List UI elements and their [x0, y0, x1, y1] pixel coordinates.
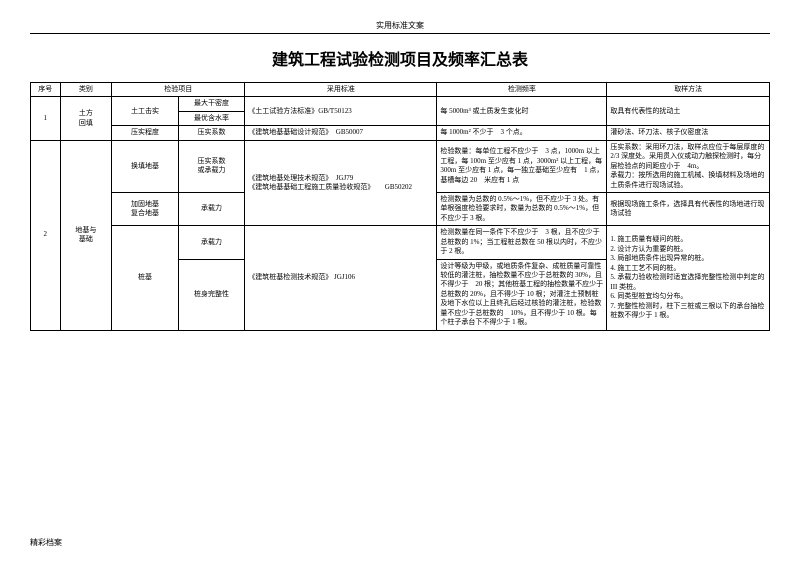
th-frequency: 检测频率	[437, 83, 607, 97]
cat-1: 土方回填	[60, 97, 112, 140]
freq-1b: 每 1000m² 不少于 3 个点。	[437, 126, 607, 140]
cat-2: 地基与基础	[60, 140, 112, 330]
page-title: 建筑工程试验检测项目及频率汇总表	[30, 46, 770, 70]
sub-2b: 承载力	[178, 192, 245, 225]
samp-1a: 取具有代表性的扰动土	[607, 97, 770, 126]
th-seq: 序号	[31, 83, 61, 97]
main-table: 序号 类别 检验项目 采用标准 检测频率 取样方法 1 土方回填 土工击实 最大…	[30, 82, 770, 331]
freq-2c2: 设计等级为甲级，或地质条件复杂、成桩质量可靠性较低的灌注桩，抽检数量不应少于总桩…	[437, 259, 607, 330]
std-1a: 《土工试验方法标准》GB/T50123	[245, 97, 437, 126]
sub-2a: 压实系数或承载力	[178, 140, 245, 192]
th-test-item: 检验项目	[112, 83, 245, 97]
item-2c: 桩基	[112, 226, 179, 330]
sub-1a1: 最大干密度	[178, 97, 245, 111]
table-row: 1 土方回填 土工击实 最大干密度 《土工试验方法标准》GB/T50123 每 …	[31, 97, 770, 111]
header-row: 序号 类别 检验项目 采用标准 检测频率 取样方法	[31, 83, 770, 97]
freq-2c1: 检测数量在同一条件下不应少于 3 根，且不应少于总桩数的 1%；当工程桩总数在 …	[437, 226, 607, 259]
std-2c: 《建筑桩基检测技术规范》 JGJ106	[245, 226, 437, 330]
header-rule	[30, 33, 770, 34]
samp-2c: 1. 施工质量有疑问的桩。2. 设计方认为重要的桩。3. 局部地质条件出现异常的…	[607, 226, 770, 330]
sub-1b: 压实系数	[178, 126, 245, 140]
seq-1: 1	[31, 97, 61, 140]
std-1b: 《建筑地基基础设计规范》 GB50007	[245, 126, 437, 140]
seq-2: 2	[31, 140, 61, 330]
item-2a: 换填地基	[112, 140, 179, 192]
freq-2a: 检验数量：每单位工程不应少于 3 点，1000m 以上工程，每 100m 至少应…	[437, 140, 607, 192]
sub-2c2: 桩身完整性	[178, 259, 245, 330]
freq-2b: 检测数量为总数的 0.5%～1%，但不应少于 3 处。有单根强度检验要求时，数量…	[437, 192, 607, 225]
th-category: 类别	[60, 83, 112, 97]
header-label: 实用标准文案	[30, 20, 770, 31]
std-2ab: 《建筑地基处理技术规范》 JGJ79《建筑地基基础工程施工质量验收规范》 GB5…	[245, 140, 437, 226]
item-1b: 压实程度	[112, 126, 179, 140]
table-row: 压实程度 压实系数 《建筑地基基础设计规范》 GB50007 每 1000m² …	[31, 126, 770, 140]
sub-2c1: 承载力	[178, 226, 245, 259]
th-standard: 采用标准	[245, 83, 437, 97]
footer-label: 精彩档案	[30, 537, 62, 548]
samp-1b: 灌砂法、环刀法、核子仪密度法	[607, 126, 770, 140]
th-sampling: 取样方法	[607, 83, 770, 97]
table-row: 2 地基与基础 换填地基 压实系数或承载力 《建筑地基处理技术规范》 JGJ79…	[31, 140, 770, 192]
sub-1a2: 最优含水率	[178, 111, 245, 125]
samp-2a: 压实系数：采用环刀法，取样点应位于每层厚度的 2/3 深度处。采用贯入仪或动力触…	[607, 140, 770, 192]
samp-2b: 根据现场施工条件，选择具有代表性的场地进行现场试验	[607, 192, 770, 225]
item-2b: 加固地基复合地基	[112, 192, 179, 225]
item-1a: 土工击实	[112, 97, 179, 126]
freq-1a: 每 5000m³ 或土质发生变化时	[437, 97, 607, 126]
table-row: 桩基 承载力 《建筑桩基检测技术规范》 JGJ106 检测数量在同一条件下不应少…	[31, 226, 770, 259]
